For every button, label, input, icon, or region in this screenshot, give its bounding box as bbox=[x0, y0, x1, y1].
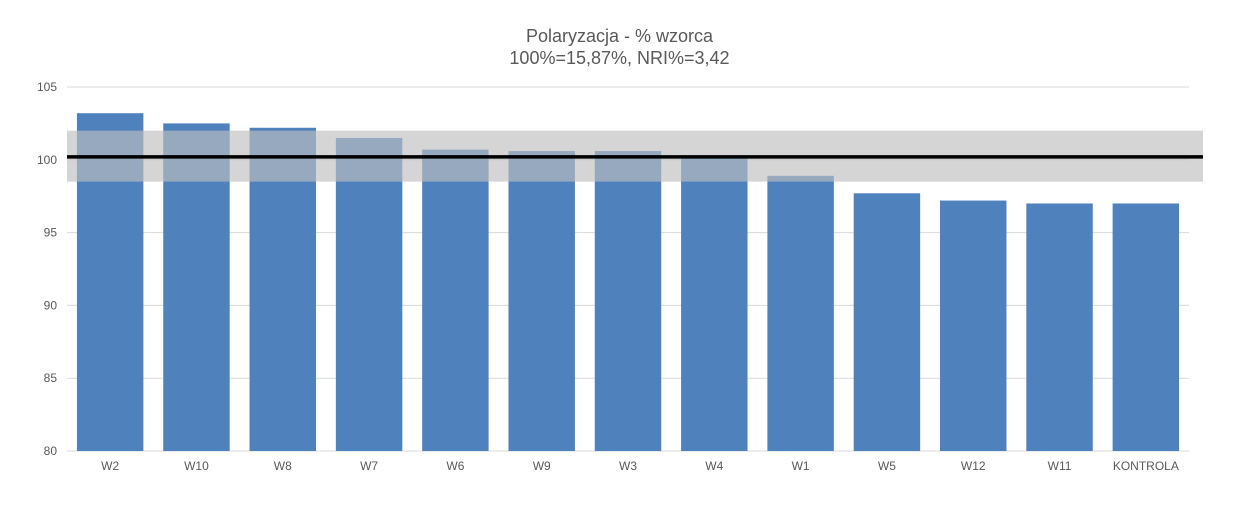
bar bbox=[1026, 203, 1093, 451]
x-tick-label: W3 bbox=[619, 459, 637, 473]
y-tick-label: 105 bbox=[37, 80, 57, 94]
bar bbox=[335, 137, 403, 451]
y-tick-label: 95 bbox=[44, 226, 58, 240]
x-tick-label: W9 bbox=[533, 459, 551, 473]
x-tick-label: W7 bbox=[360, 459, 378, 473]
bar bbox=[594, 151, 662, 451]
y-tick-label: 85 bbox=[44, 371, 58, 385]
x-tick-label: W12 bbox=[961, 459, 986, 473]
x-tick-label: KONTROLA bbox=[1113, 459, 1179, 473]
bar bbox=[1112, 203, 1180, 451]
y-tick-label: 90 bbox=[44, 298, 58, 312]
x-tick-label: W6 bbox=[446, 459, 464, 473]
x-tick-label: W11 bbox=[1048, 459, 1072, 473]
bar bbox=[681, 155, 748, 451]
y-tick-label: 100 bbox=[37, 153, 57, 167]
x-tick-label: W10 bbox=[184, 459, 209, 473]
x-tick-label: W4 bbox=[705, 459, 723, 473]
bar bbox=[767, 175, 834, 452]
x-tick-label: W2 bbox=[101, 459, 119, 473]
bar bbox=[508, 151, 575, 451]
bar bbox=[940, 200, 1007, 451]
x-tick-label: W5 bbox=[878, 459, 896, 473]
x-tick-label: W1 bbox=[792, 459, 810, 473]
bar bbox=[249, 127, 316, 451]
bar bbox=[422, 149, 489, 451]
bar bbox=[853, 193, 921, 451]
y-tick-label: 80 bbox=[44, 444, 58, 458]
chart-title: Polaryzacja - % wzorca bbox=[525, 26, 714, 46]
x-tick-label: W8 bbox=[274, 459, 292, 473]
chart-subtitle: 100%=15,87%, NRI%=3,42 bbox=[509, 48, 730, 68]
